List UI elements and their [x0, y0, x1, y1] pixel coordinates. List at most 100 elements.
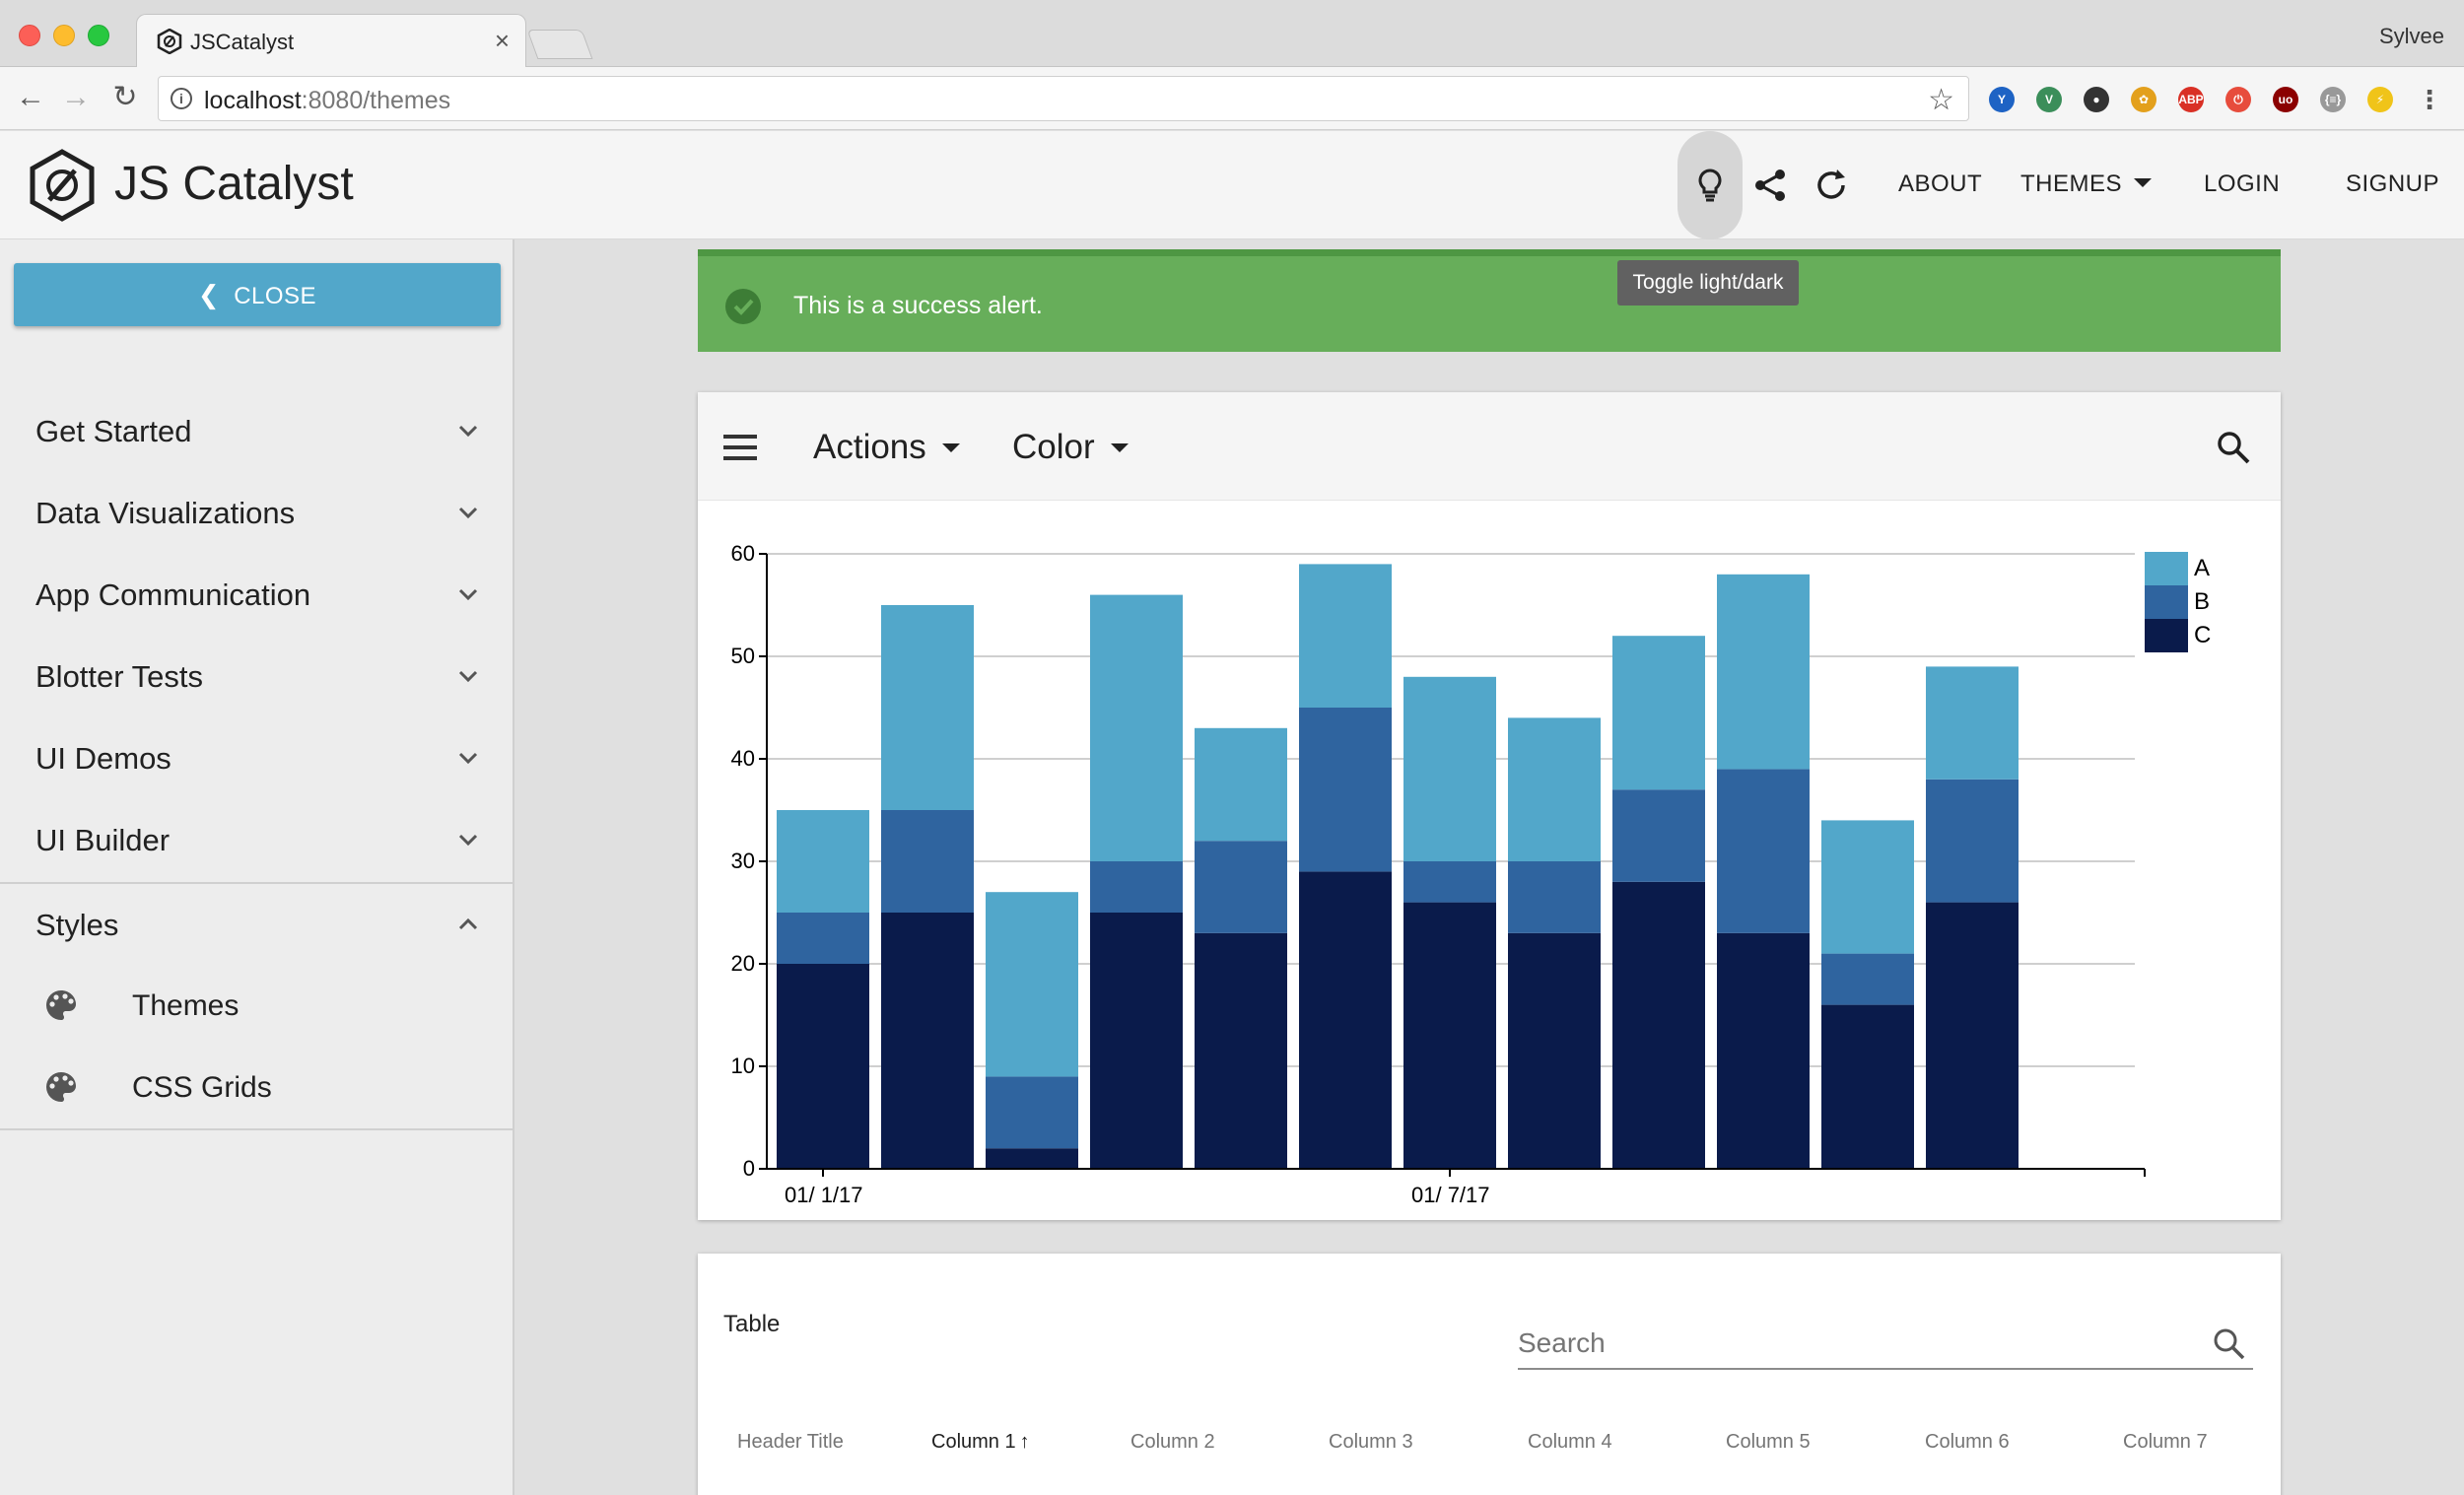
- bar-a: [1926, 666, 2019, 780]
- bar-b: [1090, 861, 1183, 913]
- bar-a: [1821, 820, 1914, 954]
- tab-close-icon[interactable]: ×: [494, 26, 510, 55]
- about-link[interactable]: ABOUT: [1898, 170, 1983, 197]
- bar-c: [881, 913, 974, 1169]
- new-tab-button[interactable]: [526, 30, 593, 59]
- color-menu[interactable]: Color: [1012, 428, 1129, 467]
- bar-a: [881, 605, 974, 810]
- check-circle-icon: [725, 289, 761, 324]
- table-title: Table: [723, 1311, 781, 1337]
- bar-b: [1717, 769, 1810, 933]
- bar-c: [986, 1148, 1078, 1169]
- sidebar-item-get-started[interactable]: Get Started: [0, 390, 513, 473]
- sidebar: ❮ CLOSE Get Started Data Visualizations A…: [0, 239, 514, 1495]
- column-header-1[interactable]: Column 1 ↑: [931, 1431, 1030, 1453]
- bar-a: [1403, 676, 1496, 861]
- signup-link[interactable]: SIGNUP: [2346, 170, 2440, 197]
- actions-caret-icon: [941, 443, 960, 452]
- sidebar-item-data-visualizations[interactable]: Data Visualizations: [0, 472, 513, 555]
- bar-a: [1090, 594, 1183, 861]
- browser-tab[interactable]: JSCatalyst ×: [136, 14, 526, 68]
- sidebar-item-styles[interactable]: Styles: [0, 884, 513, 967]
- table-search[interactable]: [1518, 1321, 2253, 1370]
- sidebar-item-ui-demos[interactable]: UI Demos: [0, 717, 513, 800]
- column-header-title[interactable]: Header Title: [737, 1431, 844, 1453]
- extension-y-icon[interactable]: Y: [1989, 87, 2015, 112]
- y-tick-label: 20: [731, 951, 755, 976]
- sidebar-item-app-communication[interactable]: App Communication: [0, 554, 513, 637]
- browser-toolbar: ← → ↻ i localhost:8080/themes ☆ Y V ● ✿ …: [0, 67, 2464, 130]
- profile-name[interactable]: Sylvee: [2378, 24, 2444, 48]
- sidebar-subitem-css-grids[interactable]: CSS Grids: [0, 1048, 513, 1130]
- forward-icon[interactable]: →: [61, 81, 91, 113]
- column-header-3[interactable]: Column 3: [1329, 1431, 1413, 1453]
- address-bar[interactable]: i localhost:8080/themes ☆: [158, 76, 1969, 121]
- extension-bolt-icon[interactable]: ⚡: [2367, 87, 2393, 112]
- site-info-icon[interactable]: i: [171, 88, 192, 109]
- app-title[interactable]: JS Catalyst: [114, 158, 354, 210]
- column-header-4[interactable]: Column 4: [1528, 1431, 1612, 1453]
- chart-toolbar: Actions Color: [698, 392, 2281, 501]
- extension-camera-icon[interactable]: ●: [2084, 87, 2109, 112]
- color-caret-icon: [1110, 443, 1129, 452]
- theme-toggle-button[interactable]: [1677, 131, 1743, 239]
- bar-a: [1195, 727, 1287, 842]
- chevron-down-icon: [458, 670, 478, 683]
- search-input[interactable]: [1518, 1321, 2188, 1366]
- x-tick-label: 01/ 1/17: [785, 1183, 863, 1207]
- sidebar-item-blotter-tests[interactable]: Blotter Tests: [0, 636, 513, 718]
- close-sidebar-button[interactable]: ❮ CLOSE: [14, 263, 501, 326]
- column-header-5[interactable]: Column 5: [1726, 1431, 1811, 1453]
- column-header-2[interactable]: Column 2: [1130, 1431, 1215, 1453]
- search-icon[interactable]: [2216, 430, 2251, 465]
- column-header-6[interactable]: Column 6: [1925, 1431, 2010, 1453]
- window-close-button[interactable]: [19, 25, 40, 46]
- y-tick-label: 60: [731, 541, 755, 566]
- back-icon[interactable]: ←: [16, 81, 45, 113]
- chevron-left-icon: ❮: [197, 280, 221, 309]
- extension-json-icon[interactable]: {≡}: [2320, 87, 2346, 112]
- actions-menu[interactable]: Actions: [813, 428, 960, 467]
- tab-title: JSCatalyst: [190, 30, 295, 54]
- stacked-bar-chart: 0 10 20 30 40 50 60 01/ 1/17 01/ 7/17 ABC: [731, 541, 2212, 1207]
- extension-vue-icon[interactable]: V: [2036, 87, 2062, 112]
- window-zoom-button[interactable]: [88, 25, 109, 46]
- success-alert: This is a success alert.: [698, 249, 2281, 352]
- extension-privacy-icon[interactable]: ⏻: [2225, 87, 2251, 112]
- bookmark-star-icon[interactable]: ☆: [1928, 84, 1954, 116]
- sidebar-item-ui-builder[interactable]: UI Builder: [0, 799, 513, 882]
- bar-b: [1926, 779, 2019, 903]
- extension-color-icon[interactable]: ✿: [2131, 87, 2156, 112]
- table-card: Table Header Title Column 1↑ Column 2 Co…: [698, 1254, 2281, 1495]
- bar-c: [1612, 881, 1705, 1169]
- bar-c: [1926, 902, 2019, 1169]
- catalyst-logo-icon[interactable]: [26, 149, 99, 222]
- share-icon[interactable]: [1750, 166, 1790, 205]
- window-minimize-button[interactable]: [53, 25, 75, 46]
- hamburger-menu-icon[interactable]: [723, 435, 757, 460]
- browser-menu-icon[interactable]: ⋮: [2417, 85, 2442, 114]
- chevron-down-icon: [458, 588, 478, 601]
- search-icon[interactable]: [2212, 1326, 2247, 1362]
- bar-b: [1195, 841, 1287, 933]
- palette-icon: [46, 1072, 76, 1102]
- legend-label: B: [2194, 588, 2210, 615]
- theme-toggle-tooltip: Toggle light/dark: [1617, 260, 1799, 306]
- y-tick-label: 10: [731, 1053, 755, 1078]
- chevron-down-icon: [458, 834, 478, 847]
- bar-b: [1403, 861, 1496, 903]
- extension-adblock-icon[interactable]: ABP: [2178, 87, 2204, 112]
- sidebar-subitem-themes[interactable]: Themes: [0, 966, 513, 1049]
- bar-a: [986, 892, 1078, 1077]
- y-tick-label: 30: [731, 849, 755, 873]
- themes-menu[interactable]: THEMES: [2020, 170, 2153, 198]
- sidebar-divider: [0, 882, 513, 884]
- refresh-icon[interactable]: [1812, 166, 1851, 205]
- login-link[interactable]: LOGIN: [2204, 170, 2281, 197]
- reload-icon[interactable]: ↻: [112, 81, 138, 113]
- column-header-7[interactable]: Column 7: [2123, 1431, 2208, 1453]
- app-header: JS Catalyst ABOUT THEMES LOGIN SIGNUP: [0, 131, 2464, 239]
- url-text[interactable]: localhost:8080/themes: [204, 87, 451, 114]
- extension-ublock-icon[interactable]: uo: [2273, 87, 2298, 112]
- bar-c: [777, 964, 869, 1169]
